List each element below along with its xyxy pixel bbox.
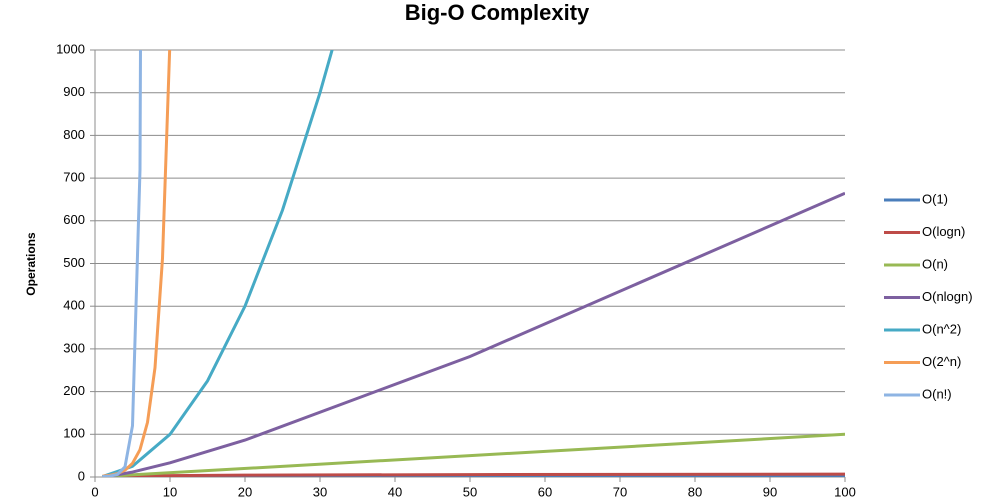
y-axis-label: Operations <box>24 232 38 296</box>
x-tick-label: 20 <box>238 484 252 499</box>
y-tick-label: 700 <box>63 170 85 185</box>
x-tick-label: 90 <box>763 484 777 499</box>
x-tick-label: 60 <box>538 484 552 499</box>
y-tick-label: 0 <box>78 468 85 483</box>
y-tick-label: 300 <box>63 340 85 355</box>
x-tick-label: 0 <box>91 484 98 499</box>
legend-label: O(nlogn) <box>922 289 973 304</box>
y-tick-label: 600 <box>63 212 85 227</box>
legend-label: O(2^n) <box>922 354 961 369</box>
x-tick-label: 30 <box>313 484 327 499</box>
x-tick-label: 70 <box>613 484 627 499</box>
series-line <box>102 432 845 477</box>
x-tick-label: 40 <box>388 484 402 499</box>
x-tick-label: 80 <box>688 484 702 499</box>
series-line <box>102 50 142 477</box>
y-tick-label: 900 <box>63 84 85 99</box>
chart-title: Big-O Complexity <box>405 0 590 25</box>
legend-label: O(n) <box>922 256 948 271</box>
x-tick-label: 100 <box>834 484 856 499</box>
legend-label: O(1) <box>922 191 948 206</box>
y-tick-label: 800 <box>63 127 85 142</box>
y-tick-label: 400 <box>63 298 85 313</box>
y-tick-label: 500 <box>63 255 85 270</box>
legend-label: O(logn) <box>922 224 965 239</box>
y-tick-label: 200 <box>63 383 85 398</box>
plot-area <box>102 50 845 477</box>
y-tick-label: 1000 <box>56 41 85 56</box>
series-line <box>102 50 334 477</box>
x-tick-label: 50 <box>463 484 477 499</box>
legend-label: O(n^2) <box>922 321 961 336</box>
x-tick-label: 10 <box>163 484 177 499</box>
y-tick-label: 100 <box>63 426 85 441</box>
legend-label: O(n!) <box>922 386 952 401</box>
